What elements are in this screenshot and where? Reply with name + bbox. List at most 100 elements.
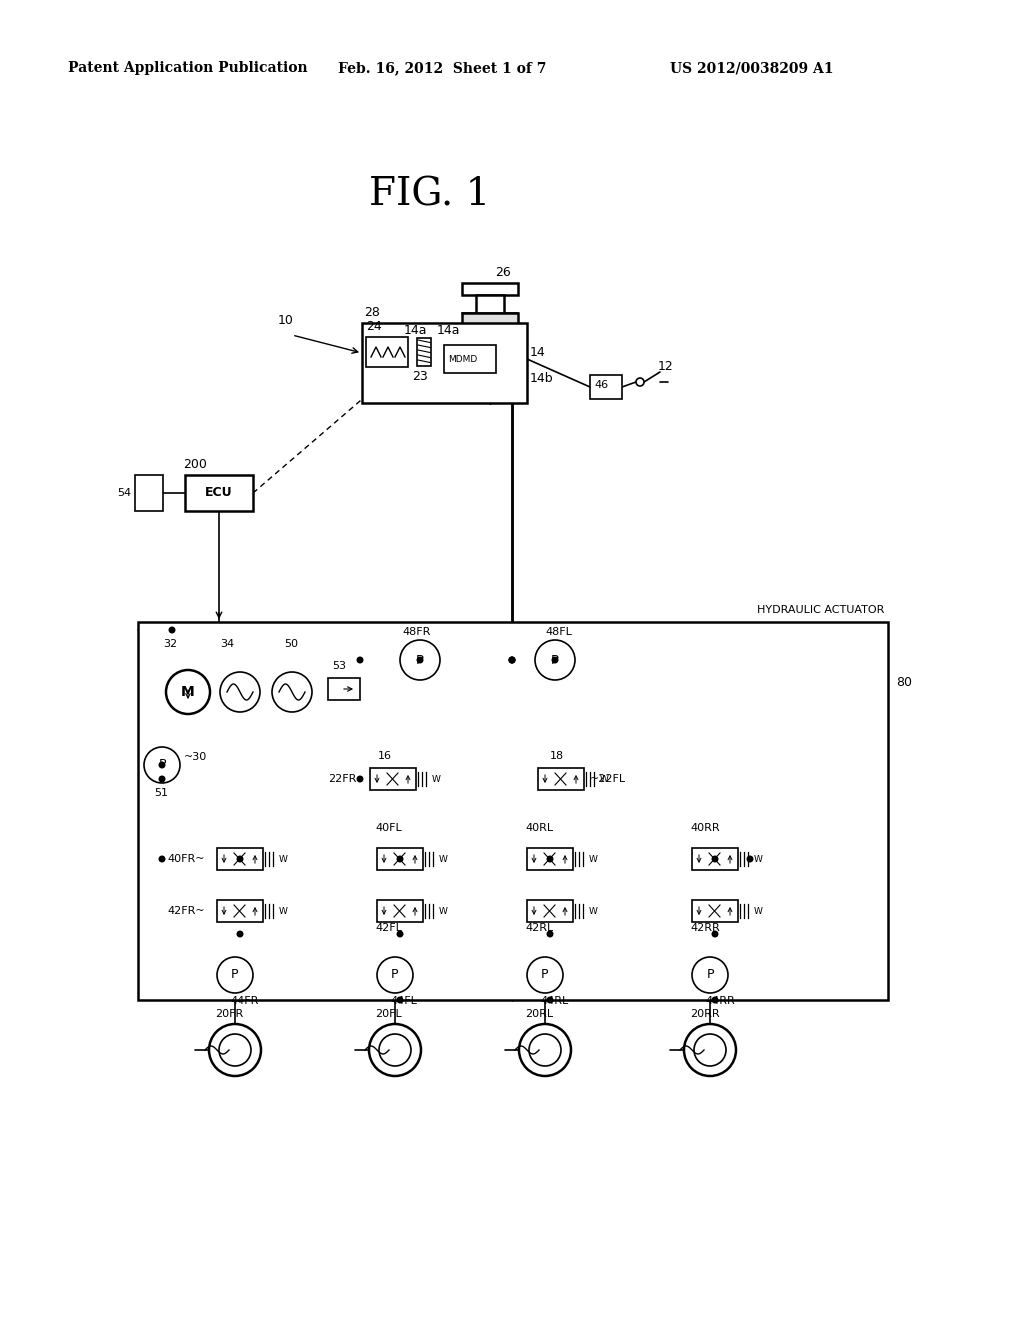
- Text: P: P: [159, 759, 166, 771]
- Circle shape: [159, 855, 166, 862]
- Text: P: P: [231, 969, 239, 982]
- Text: 23: 23: [412, 370, 428, 383]
- Text: P: P: [416, 653, 424, 667]
- Circle shape: [396, 855, 403, 862]
- Text: 40RR: 40RR: [690, 822, 720, 833]
- Bar: [538, 768, 584, 789]
- Circle shape: [237, 931, 244, 937]
- Circle shape: [356, 776, 364, 783]
- Bar: [370, 768, 416, 789]
- Text: W: W: [432, 775, 441, 784]
- Circle shape: [166, 671, 210, 714]
- Text: ~30: ~30: [184, 752, 207, 762]
- Text: P: P: [542, 969, 549, 982]
- Circle shape: [379, 1034, 411, 1067]
- Text: 53: 53: [332, 661, 346, 671]
- Text: 20RR: 20RR: [690, 1008, 720, 1019]
- Text: HYDRAULIC ACTUATOR: HYDRAULIC ACTUATOR: [757, 605, 884, 615]
- Text: W: W: [279, 907, 288, 916]
- Circle shape: [377, 957, 413, 993]
- Text: Patent Application Publication: Patent Application Publication: [68, 61, 307, 75]
- Text: 20FR: 20FR: [215, 1008, 244, 1019]
- Circle shape: [417, 656, 424, 664]
- Bar: [362, 323, 527, 403]
- Text: US 2012/0038209 A1: US 2012/0038209 A1: [670, 61, 834, 75]
- Text: 18: 18: [550, 751, 564, 762]
- Text: ~22FL: ~22FL: [590, 774, 626, 784]
- Text: 24: 24: [366, 321, 382, 334]
- Circle shape: [636, 378, 644, 385]
- Text: Feb. 16, 2012  Sheet 1 of 7: Feb. 16, 2012 Sheet 1 of 7: [338, 61, 547, 75]
- Text: 32: 32: [163, 639, 177, 649]
- Text: 42RR: 42RR: [690, 923, 720, 933]
- Text: 40FR~: 40FR~: [167, 854, 205, 865]
- Text: 14b: 14b: [530, 371, 554, 384]
- Text: 12: 12: [658, 360, 674, 374]
- Text: P: P: [551, 653, 559, 667]
- Circle shape: [547, 997, 554, 1003]
- Text: 200: 200: [183, 458, 207, 471]
- Text: P: P: [707, 969, 714, 982]
- Circle shape: [527, 957, 563, 993]
- Circle shape: [535, 640, 575, 680]
- Bar: [527, 900, 573, 921]
- Text: 44FR: 44FR: [230, 997, 258, 1006]
- Text: 46: 46: [594, 380, 608, 389]
- Bar: [417, 338, 431, 366]
- Circle shape: [237, 855, 244, 862]
- Text: 40FL: 40FL: [375, 822, 401, 833]
- Bar: [377, 900, 423, 921]
- Text: W: W: [589, 854, 598, 863]
- Text: 51: 51: [154, 788, 168, 799]
- Bar: [444, 345, 496, 374]
- Text: FIG. 1: FIG. 1: [370, 177, 490, 214]
- Text: 40RL: 40RL: [525, 822, 553, 833]
- Text: 14: 14: [530, 346, 546, 359]
- Text: W: W: [439, 854, 447, 863]
- Text: MDMD: MDMD: [449, 355, 477, 363]
- Text: 44FL: 44FL: [390, 997, 417, 1006]
- Text: W: W: [600, 775, 609, 784]
- Circle shape: [400, 640, 440, 680]
- Bar: [692, 847, 738, 870]
- Bar: [527, 847, 573, 870]
- Text: 42FL: 42FL: [375, 923, 401, 933]
- Circle shape: [159, 762, 166, 768]
- Circle shape: [692, 957, 728, 993]
- Text: M: M: [181, 685, 195, 700]
- Circle shape: [396, 931, 403, 937]
- Bar: [328, 678, 360, 700]
- Circle shape: [272, 672, 312, 711]
- Circle shape: [712, 931, 719, 937]
- Bar: [366, 337, 408, 367]
- Text: 50: 50: [284, 639, 298, 649]
- Text: 48FR: 48FR: [402, 627, 430, 638]
- Circle shape: [209, 1024, 261, 1076]
- Circle shape: [519, 1024, 571, 1076]
- Text: 10: 10: [278, 314, 294, 326]
- Circle shape: [694, 1034, 726, 1067]
- Circle shape: [220, 672, 260, 711]
- Bar: [217, 847, 263, 870]
- Text: 48FL: 48FL: [545, 627, 571, 638]
- Text: 26: 26: [495, 267, 511, 280]
- Bar: [138, 622, 888, 1001]
- Text: 54: 54: [117, 488, 131, 498]
- Circle shape: [159, 776, 166, 783]
- Text: 44RL: 44RL: [540, 997, 568, 1006]
- Circle shape: [529, 1034, 561, 1067]
- Bar: [692, 900, 738, 921]
- Circle shape: [144, 747, 180, 783]
- Circle shape: [219, 1034, 251, 1067]
- Text: 20FL: 20FL: [375, 1008, 401, 1019]
- Text: 42FR~: 42FR~: [167, 906, 205, 916]
- Bar: [590, 375, 622, 399]
- Text: 14a: 14a: [404, 325, 427, 338]
- Text: 44RR: 44RR: [705, 997, 735, 1006]
- Circle shape: [712, 855, 719, 862]
- Text: ECU: ECU: [205, 487, 232, 499]
- Bar: [476, 294, 504, 313]
- Circle shape: [509, 656, 515, 664]
- Circle shape: [552, 656, 558, 664]
- Bar: [462, 313, 518, 327]
